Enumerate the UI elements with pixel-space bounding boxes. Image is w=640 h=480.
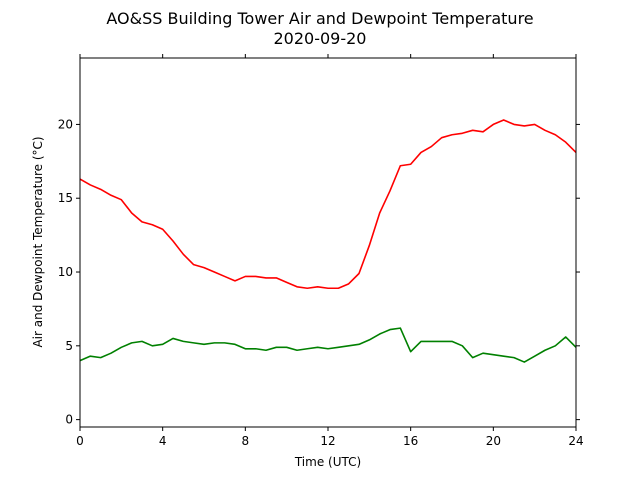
y-tick-label: 10 bbox=[58, 265, 73, 279]
x-tick-label: 8 bbox=[242, 434, 250, 448]
y-tick-label: 0 bbox=[65, 413, 73, 427]
x-axis: 0 4 8 12 16 20 24 bbox=[76, 54, 584, 448]
x-tick-label: 16 bbox=[403, 434, 418, 448]
x-tick-label: 20 bbox=[486, 434, 501, 448]
chart-subtitle: 2020-09-20 bbox=[274, 29, 367, 48]
y-tick-label: 15 bbox=[58, 191, 73, 205]
y-tick-label: 20 bbox=[58, 117, 73, 131]
y-axis: 0 5 10 15 20 bbox=[58, 117, 580, 427]
series-line-1 bbox=[79, 119, 577, 290]
x-tick-label: 12 bbox=[320, 434, 335, 448]
plot-frame bbox=[79, 57, 577, 428]
x-axis-label: Time (UTC) bbox=[294, 455, 361, 469]
x-tick-label: 0 bbox=[76, 434, 84, 448]
chart-title: AO&SS Building Tower Air and Dewpoint Te… bbox=[106, 9, 533, 28]
y-axis-label: Air and Dewpoint Temperature (°C) bbox=[31, 136, 45, 347]
x-tick-label: 4 bbox=[159, 434, 167, 448]
x-tick-label: 24 bbox=[568, 434, 583, 448]
series-line-2 bbox=[79, 327, 577, 363]
plot-area: 0 4 8 12 16 20 24 0 5 10 15 20 bbox=[58, 54, 584, 448]
y-tick-label: 5 bbox=[65, 339, 73, 353]
